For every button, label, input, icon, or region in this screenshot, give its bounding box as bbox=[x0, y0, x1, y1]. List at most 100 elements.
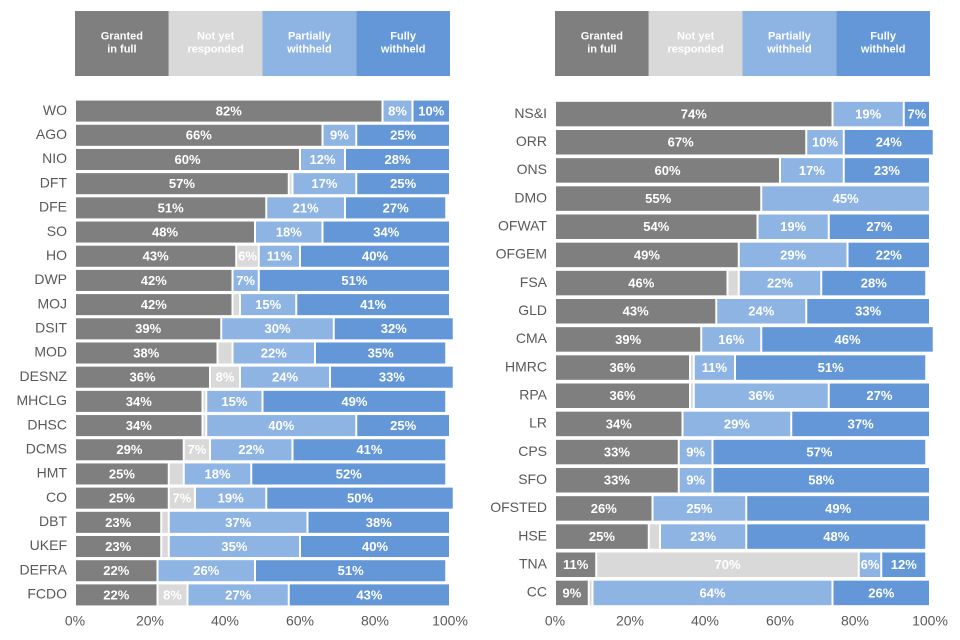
legend-label: Fully withheld bbox=[380, 30, 426, 55]
bar-segment bbox=[263, 390, 446, 412]
bar-segment bbox=[211, 366, 239, 388]
bar-segment bbox=[76, 560, 157, 582]
value-label: 8% bbox=[216, 370, 235, 385]
value-label: 27% bbox=[225, 587, 251, 602]
value-label: 9% bbox=[330, 128, 349, 143]
x-tick-label: 20% bbox=[616, 613, 644, 629]
bar-segment bbox=[289, 584, 449, 606]
legend-label: Fully withheld bbox=[860, 30, 906, 55]
value-label: 46% bbox=[628, 276, 654, 291]
value-label: 15% bbox=[255, 297, 281, 312]
bar-segment bbox=[184, 463, 251, 485]
bar-segment bbox=[76, 463, 168, 485]
value-label: 24% bbox=[876, 135, 902, 150]
bar-segment bbox=[76, 390, 202, 412]
value-label: 37% bbox=[848, 416, 874, 431]
y-tick-label: MOD bbox=[34, 344, 67, 360]
value-label: 39% bbox=[135, 321, 161, 336]
value-label: 38% bbox=[366, 515, 392, 530]
bar-segment bbox=[76, 366, 209, 388]
bar-segment bbox=[556, 552, 596, 578]
value-label: 7% bbox=[172, 491, 191, 506]
legend-swatch bbox=[168, 11, 263, 76]
bar-segment bbox=[331, 366, 453, 388]
bar-segment bbox=[76, 173, 288, 195]
value-label: 12% bbox=[891, 557, 917, 572]
value-label: 36% bbox=[748, 388, 774, 403]
legend-swatch bbox=[356, 11, 450, 76]
bar-segment bbox=[556, 355, 689, 380]
value-label: 22% bbox=[876, 247, 902, 262]
x-tick-label: 0% bbox=[545, 613, 565, 629]
bar-segment bbox=[158, 584, 187, 606]
value-label: 58% bbox=[808, 473, 834, 488]
value-label: 9% bbox=[562, 585, 581, 600]
bar-segment bbox=[293, 173, 356, 195]
bar-segment bbox=[728, 270, 738, 296]
y-tick-label: OFSTED bbox=[490, 499, 547, 515]
value-label: 11% bbox=[702, 360, 728, 375]
bar-segment bbox=[713, 467, 929, 493]
bar-segment bbox=[233, 294, 239, 316]
y-tick-label: DFE bbox=[39, 199, 67, 215]
value-label: 25% bbox=[390, 128, 416, 143]
x-tick-label: 0% bbox=[65, 613, 85, 629]
y-tick-label: CO bbox=[46, 489, 67, 505]
value-label: 21% bbox=[293, 200, 319, 215]
bar-segment bbox=[781, 158, 843, 183]
legend-swatch bbox=[836, 11, 930, 76]
bar-segment bbox=[844, 129, 933, 155]
bar-segment bbox=[76, 124, 322, 146]
y-tick-label: RPA bbox=[519, 386, 547, 402]
bar-segment bbox=[323, 124, 356, 146]
value-label: 15% bbox=[221, 394, 247, 409]
bar-segment bbox=[739, 242, 847, 268]
value-label: 22% bbox=[103, 587, 129, 602]
y-tick-label: CPS bbox=[518, 443, 547, 459]
bar-segment bbox=[297, 294, 449, 316]
bar-segment bbox=[556, 214, 757, 240]
legend-swatch bbox=[742, 11, 837, 76]
y-tick-label: DCMS bbox=[26, 440, 67, 456]
y-tick-label: CC bbox=[527, 584, 547, 600]
value-label: 36% bbox=[609, 388, 635, 403]
value-label: 43% bbox=[356, 587, 382, 602]
value-label: 60% bbox=[174, 152, 200, 167]
y-tick-label: HSE bbox=[518, 527, 547, 543]
x-tick-label: 20% bbox=[136, 613, 164, 629]
value-label: 27% bbox=[866, 388, 892, 403]
y-tick-label: SO bbox=[47, 223, 67, 239]
bar-segment bbox=[76, 221, 254, 243]
value-label: 25% bbox=[109, 466, 135, 481]
y-tick-label: ORR bbox=[516, 133, 547, 149]
y-tick-label: MOJ bbox=[37, 295, 67, 311]
y-tick-label: DSIT bbox=[35, 320, 67, 336]
bar-segment bbox=[589, 580, 592, 606]
bar-segment bbox=[357, 173, 449, 195]
bar-segment bbox=[76, 100, 382, 122]
value-label: 35% bbox=[368, 345, 394, 360]
legend-label: Not yet responded bbox=[188, 30, 244, 55]
value-label: 51% bbox=[158, 200, 184, 215]
bar-segment bbox=[556, 298, 716, 324]
bar-segment bbox=[207, 415, 356, 437]
value-label: 28% bbox=[861, 276, 887, 291]
bar-segment bbox=[829, 214, 929, 240]
value-label: 33% bbox=[604, 473, 630, 488]
value-label: 57% bbox=[169, 176, 195, 191]
bar-segment bbox=[597, 552, 858, 578]
bar-segment bbox=[252, 463, 446, 485]
value-label: 48% bbox=[152, 224, 178, 239]
y-tick-label: FSA bbox=[520, 274, 548, 290]
bar-segment bbox=[76, 342, 217, 364]
value-label: 37% bbox=[225, 515, 251, 530]
value-label: 25% bbox=[589, 529, 615, 544]
value-label: 51% bbox=[341, 273, 367, 288]
bar-segment bbox=[267, 487, 453, 509]
bar-segment bbox=[162, 536, 168, 558]
value-label: 18% bbox=[204, 466, 230, 481]
value-label: 8% bbox=[388, 104, 407, 119]
value-label: 41% bbox=[360, 297, 386, 312]
bar-segment bbox=[323, 221, 449, 243]
